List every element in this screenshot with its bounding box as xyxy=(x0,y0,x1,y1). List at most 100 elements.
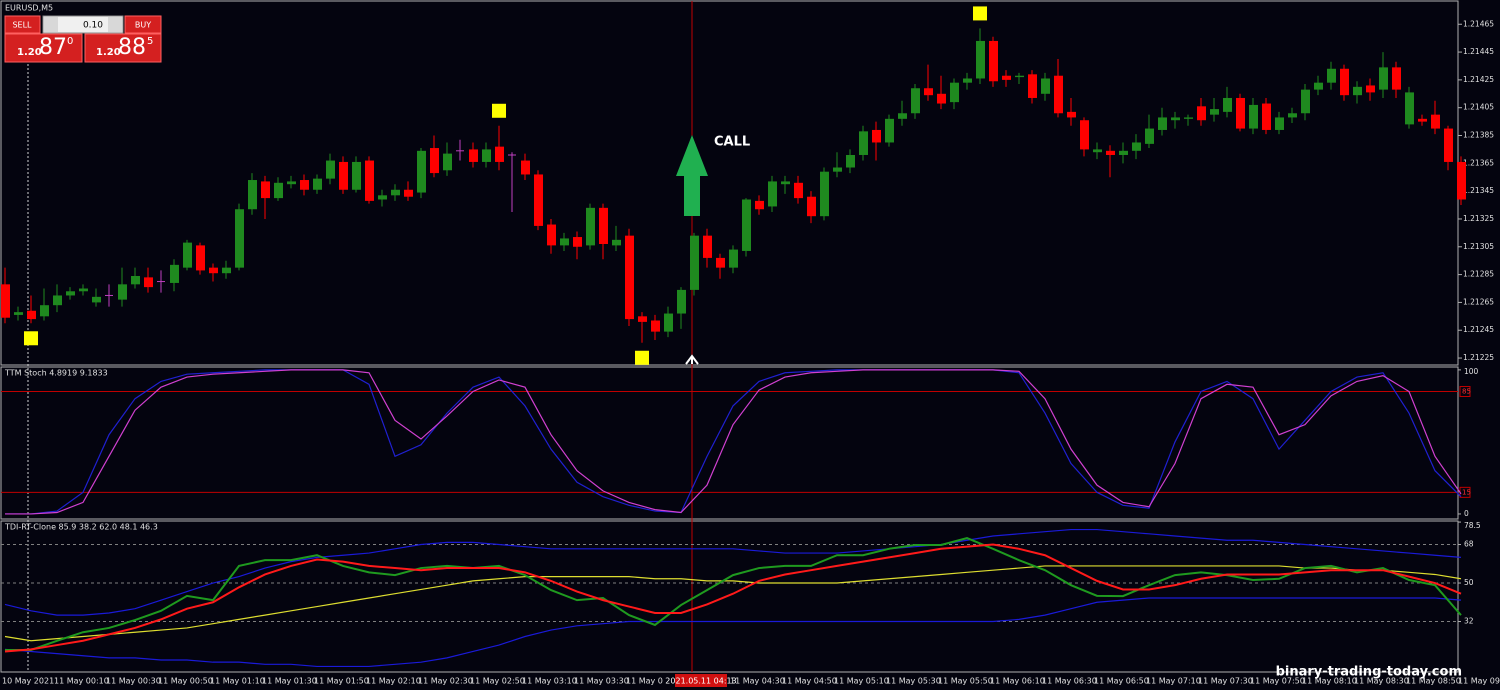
candle-body xyxy=(53,295,62,306)
candle-body xyxy=(79,288,88,292)
candle-body xyxy=(963,78,972,83)
level-box xyxy=(1459,385,1471,397)
candle-body xyxy=(300,180,309,190)
sell-label: SELL xyxy=(12,21,32,30)
candle-body xyxy=(677,289,686,314)
sell-button[interactable] xyxy=(4,15,41,34)
y-tick-label: 68 xyxy=(1464,540,1474,549)
x-tick-label: 11 May 09: xyxy=(1458,677,1500,686)
x-tick-label: 11 May 01:10 xyxy=(210,677,265,686)
candle-body xyxy=(612,239,621,246)
candle-body xyxy=(651,320,660,332)
lot-input[interactable] xyxy=(42,15,124,34)
bid-sup: 0 xyxy=(67,36,73,47)
x-tick-label: 11 May 00:10 xyxy=(54,677,109,686)
tdi-pane-frame xyxy=(0,520,1459,673)
bid-box[interactable] xyxy=(4,33,83,63)
call-arrow xyxy=(676,135,708,216)
candle-body xyxy=(664,313,673,332)
candle-body xyxy=(1392,67,1401,90)
candle-body xyxy=(443,153,452,171)
candle-body xyxy=(768,181,777,207)
indicator-line xyxy=(4,565,1462,642)
candle-body xyxy=(1171,117,1180,121)
candle-body xyxy=(898,113,907,119)
candle-body xyxy=(1041,78,1050,94)
candle-body xyxy=(1405,92,1414,125)
candle-body xyxy=(378,195,387,200)
y-tick-label: 1.21345 xyxy=(1463,186,1494,195)
ask-box[interactable] xyxy=(84,33,162,63)
candle-body xyxy=(521,160,530,175)
candle-body xyxy=(417,150,426,193)
candle-body xyxy=(1054,75,1063,114)
candle-body xyxy=(872,129,881,143)
candle-body xyxy=(1132,142,1141,151)
x-tick-label: 11 May 00:30 xyxy=(106,677,161,686)
x-tick-label: 11 May 08:10 xyxy=(1302,677,1357,686)
candle-body xyxy=(1327,68,1336,83)
ask-prefix: 1.20 xyxy=(96,47,121,58)
candle-body xyxy=(1431,114,1440,129)
candle-body xyxy=(40,305,49,317)
candle-body xyxy=(1275,117,1284,130)
candle-body xyxy=(1379,67,1388,90)
candle-body xyxy=(859,131,868,155)
candle-body xyxy=(1145,128,1154,144)
candle-body xyxy=(430,148,439,174)
candle-body xyxy=(1210,109,1219,115)
candle-body xyxy=(846,154,855,168)
candle-body xyxy=(14,312,23,315)
watermark: binary-trading-today.com xyxy=(1276,665,1462,680)
candle-body xyxy=(482,149,491,162)
x-tick-label: 11 May 03:30 xyxy=(574,677,629,686)
candle-body xyxy=(625,235,634,320)
candle-body xyxy=(1366,85,1375,93)
candle-body xyxy=(950,82,959,103)
candle-body xyxy=(1223,97,1232,112)
x-tick-label: 11 May 06:10 xyxy=(990,677,1045,686)
indicator-line xyxy=(5,369,1462,515)
y-tick-label: 1.21285 xyxy=(1463,270,1494,279)
candle-body xyxy=(118,284,127,300)
bid-big: 87 xyxy=(39,35,67,60)
candle-body xyxy=(92,296,101,303)
indicator-line xyxy=(5,537,1462,651)
y-tick-label: 1.21425 xyxy=(1463,75,1494,84)
x-tick-label: 11 May 05:30 xyxy=(886,677,941,686)
candle-body xyxy=(729,249,738,268)
signal-marker xyxy=(973,6,987,21)
level-label: 85 xyxy=(1462,387,1471,395)
candle-body xyxy=(807,196,816,217)
candle-body xyxy=(183,242,192,268)
candle-body xyxy=(638,316,647,322)
candle-body xyxy=(989,40,998,82)
candle-body xyxy=(144,277,153,288)
x-tick-label: 11 May 02:30 xyxy=(418,677,473,686)
x-tick-label: 11 May 01:50 xyxy=(314,677,369,686)
candle-body xyxy=(1158,117,1167,130)
indicator-line xyxy=(4,543,1462,653)
y-tick-label: 78.5 xyxy=(1464,521,1481,530)
lot-down[interactable] xyxy=(44,17,58,32)
candle-body xyxy=(1288,113,1297,118)
y-tick-label: 1.21385 xyxy=(1463,131,1494,140)
x-tick-label: 11 May 08:50 xyxy=(1406,677,1461,686)
candle-body xyxy=(1106,150,1115,155)
x-tick-label: 11 May 04:50 xyxy=(782,677,837,686)
x-tick-label: 11 May 03:10 xyxy=(522,677,577,686)
candle-body xyxy=(170,264,179,283)
buy-button[interactable] xyxy=(124,15,162,34)
y-tick-label: 50 xyxy=(1464,578,1474,587)
candle-body xyxy=(352,161,361,190)
y-tick-label: 0 xyxy=(1464,509,1469,518)
candle-body xyxy=(560,238,569,246)
x-tick-label: 11 May 07:10 xyxy=(1146,677,1201,686)
signal-marker xyxy=(492,103,506,118)
x-tick-label: 10 May 2021 xyxy=(2,677,54,686)
candle-body xyxy=(1,284,10,318)
lot-up[interactable] xyxy=(108,17,122,32)
candle-body xyxy=(599,207,608,244)
